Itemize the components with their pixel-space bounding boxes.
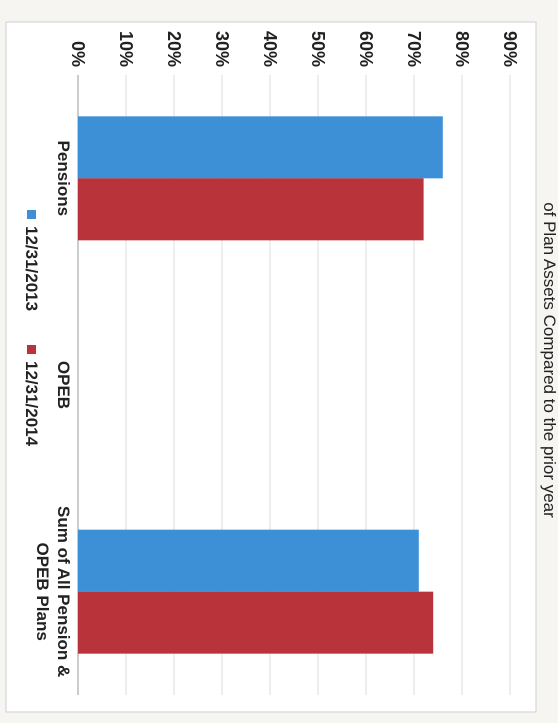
y-tick-label: 40% [260,31,280,67]
category-label: Pensions [54,141,73,217]
category-label: OPEB [54,361,73,409]
bar [78,529,419,592]
bar [77,591,434,654]
y-tick-label: 30% [212,31,232,67]
y-tick-label: 70% [404,31,424,67]
y-tick-label: 60% [356,31,376,67]
y-tick-label: 50% [308,31,328,67]
y-tick-label: 90% [500,31,520,67]
y-tick-label: 20% [164,31,184,67]
legend-swatch [27,345,36,354]
bar [78,116,443,179]
y-tick-label: 0% [68,41,88,67]
legend-label: 12/31/2013 [22,226,41,311]
y-tick-label: 10% [116,31,136,67]
legend-swatch [27,210,36,219]
bar [78,178,424,241]
chart-title: of Plan Assets Compared to the prior yea… [540,202,558,518]
y-tick-label: 80% [452,31,472,67]
legend-label: 12/31/2014 [22,361,41,447]
category-label: Sum of All Pension &OPEB Plans [33,506,73,677]
